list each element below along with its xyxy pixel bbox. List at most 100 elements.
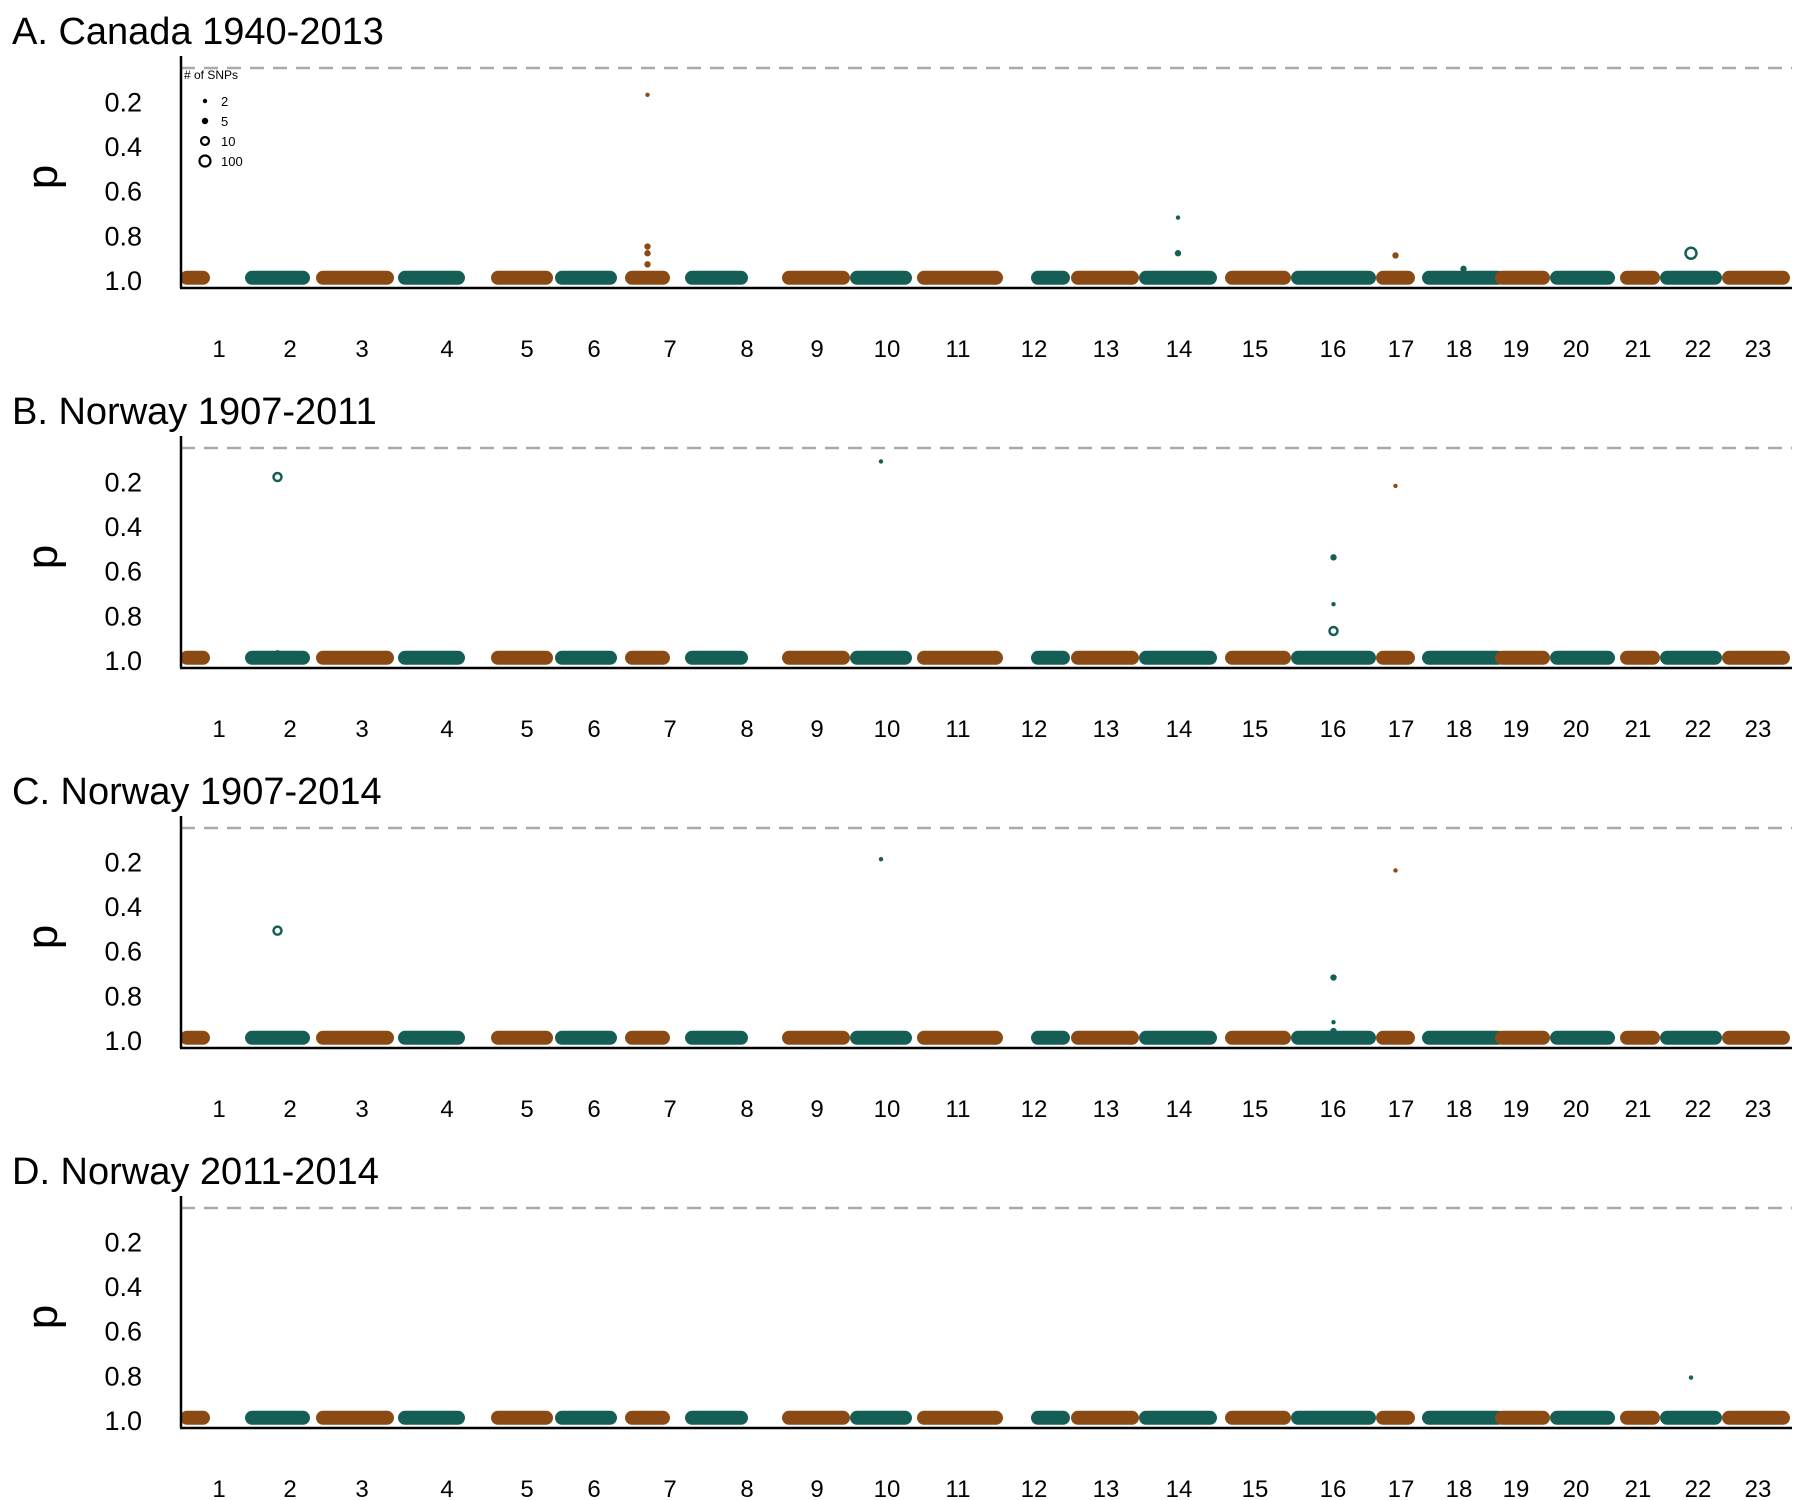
chromosome-band-19 [1495,270,1550,285]
y-tick-label: 0.2 [104,467,142,497]
chromosome-band-17 [1376,270,1415,285]
legend-label: 10 [221,134,235,149]
x-tick-label: 13 [1093,1096,1120,1123]
x-tick-label: 11 [946,1096,971,1123]
chromosome-band-23 [1722,650,1790,665]
x-tick-label: 15 [1242,1476,1269,1500]
x-tick-label: 7 [663,1096,676,1123]
x-tick-label: 12 [1021,716,1048,743]
x-tick-label: 1 [212,1476,225,1500]
data-point [272,471,283,483]
x-tick-label: 22 [1685,336,1712,363]
chromosome-band-10 [850,650,912,665]
chromosome-band-15 [1225,1030,1291,1045]
chromosome-band-14 [1139,1410,1217,1425]
data-point [645,92,650,97]
x-tick-label: 3 [355,1476,368,1500]
chromosome-band-4 [398,650,465,665]
chromosome-band-9 [782,1030,850,1045]
y-tick-label: 0.4 [104,132,142,162]
x-tick-label: 10 [874,1096,901,1123]
x-tick-label: 5 [520,1476,533,1500]
chromosome-band-21 [1620,270,1660,285]
chromosome-band-8 [685,650,748,665]
y-tick-label: 0.2 [104,847,142,877]
chromosome-band-19 [1495,1030,1550,1045]
x-tick-label: 20 [1563,336,1590,363]
x-tick-label: 19 [1503,1096,1530,1123]
legend-label: 2 [221,94,228,109]
chromosome-band-11 [917,270,1003,285]
chromosome-band-15 [1225,650,1291,665]
chromosome-band-9 [782,650,850,665]
chromosome-band-17 [1376,650,1415,665]
chromosome-band-22 [1660,650,1722,665]
chromosome-band-16 [1291,650,1376,665]
x-tick-label: 5 [520,1096,533,1123]
x-tick-label: 23 [1745,1096,1772,1123]
chromosome-band-11 [917,1410,1003,1425]
x-tick-label: 10 [874,336,901,363]
x-tick-label: 20 [1563,1096,1590,1123]
y-tick-label: 0.6 [104,937,142,967]
x-tick-label: 8 [740,716,753,743]
data-point [1460,265,1467,273]
data-point [1331,1019,1336,1025]
x-tick-label: 21 [1625,1476,1652,1500]
x-tick-label: 6 [587,1476,600,1500]
y-tick-label: 1.0 [104,266,142,296]
chromosome-band-17 [1376,1030,1415,1045]
x-tick-label: 15 [1242,1096,1269,1123]
x-tick-label: 2 [283,716,296,743]
x-tick-label: 23 [1745,716,1772,743]
data-point [644,250,651,257]
chromosome-band-6 [555,1030,617,1045]
x-tick-label: 17 [1388,336,1415,363]
chromosome-band-10 [850,1030,912,1045]
y-tick-label: 0.2 [104,1227,142,1257]
chromosome-band-13 [1071,1030,1139,1045]
x-tick-label: 4 [440,1476,453,1500]
data-point [1684,246,1698,260]
x-tick-label: 2 [283,1476,296,1500]
chromosome-band-10 [850,270,912,285]
chromosome-band-11 [917,1030,1003,1045]
data-point [272,925,283,936]
x-tick-label: 3 [355,1096,368,1123]
x-tick-label: 1 [212,336,225,363]
panel-title: B. Norway 1907-2011 [12,391,377,433]
y-axis-label: p [18,165,67,189]
chromosome-band-14 [1139,270,1217,285]
x-tick-label: 13 [1093,1476,1120,1500]
x-tick-label: 10 [874,716,901,743]
legend-marker [201,117,209,125]
x-tick-label: 12 [1021,1096,1048,1123]
x-tick-label: 19 [1503,336,1530,363]
x-tick-label: 9 [810,716,823,743]
data-point [1688,1375,1694,1380]
data-point [1175,215,1181,220]
y-axis-label: p [18,545,67,569]
chromosome-band-21 [1620,1030,1660,1045]
data-point [1330,554,1337,561]
chromosome-band-19 [1495,1410,1550,1425]
legend-label: 5 [221,114,228,129]
x-tick-label: 21 [1625,336,1652,363]
data-point [644,261,651,268]
x-tick-label: 6 [587,716,600,743]
chromosome-band-7 [625,1030,670,1045]
chromosome-band-2 [245,270,310,285]
x-tick-label: 21 [1625,716,1652,743]
chromosome-band-1 [180,1410,210,1425]
x-tick-label: 8 [740,1476,753,1500]
chromosome-band-12 [1031,650,1070,665]
x-tick-label: 2 [283,1096,296,1123]
x-tick-label: 22 [1685,716,1712,743]
x-tick-label: 15 [1242,336,1269,363]
chromosome-band-13 [1071,650,1139,665]
chromosome-band-19 [1495,650,1550,665]
data-point [1392,252,1399,259]
chromosome-band-7 [625,650,670,665]
